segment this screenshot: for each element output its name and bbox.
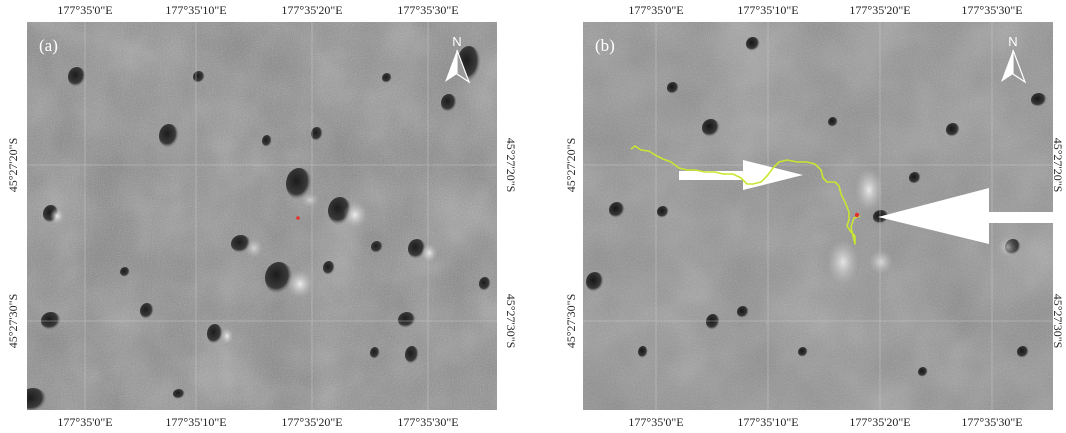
lon-label-bottom: 177°35'10"E xyxy=(165,415,227,429)
lat-label-left: 45°27'20"S xyxy=(564,137,578,193)
crater-field xyxy=(27,46,491,410)
lon-label-top: 177°35'30"E xyxy=(397,3,459,17)
lon-label-bottom: 177°35'30"E xyxy=(961,415,1023,429)
north-arrow-icon: N xyxy=(993,34,1033,86)
lon-label-top: 177°35'0"E xyxy=(628,3,684,17)
lat-label-right: 45°27'30"S xyxy=(1051,293,1065,349)
lon-label-top: 177°35'20"E xyxy=(281,3,343,17)
lat-label-right: 45°27'20"S xyxy=(1051,137,1065,193)
lat-label-left: 45°27'20"S xyxy=(6,137,20,193)
lon-label-bottom: 177°35'20"E xyxy=(281,415,343,429)
lon-label-bottom: 177°35'20"E xyxy=(849,415,911,429)
lat-label-left: 45°27'30"S xyxy=(564,293,578,349)
annotation-arrow-large xyxy=(878,188,1053,244)
lunar-surface-image: (b) N xyxy=(583,22,1053,410)
north-label: N xyxy=(1008,34,1018,49)
map-panel-a: 177°35'0"E 177°35'10"E 177°35'20"E 177°3… xyxy=(6,3,518,429)
graticule xyxy=(27,22,497,410)
lon-label-bottom: 177°35'30"E xyxy=(397,415,459,429)
lon-label-top: 177°35'10"E xyxy=(737,3,799,17)
rover-track xyxy=(630,145,861,245)
landing-site-marker xyxy=(296,216,300,220)
lat-label-right: 45°27'30"S xyxy=(504,293,518,349)
lon-label-bottom: 177°35'0"E xyxy=(628,415,684,429)
lon-label-top: 177°35'20"E xyxy=(849,3,911,17)
lon-label-top: 177°35'0"E xyxy=(57,3,113,17)
north-arrow-icon: N xyxy=(437,34,477,86)
crater-field xyxy=(586,37,1047,377)
lon-label-top: 177°35'10"E xyxy=(165,3,227,17)
annotation-arrow-small xyxy=(679,160,803,190)
landing-site-marker xyxy=(854,212,860,218)
map-panel-b: 177°35'0"E 177°35'10"E 177°35'20"E 177°3… xyxy=(533,0,1066,433)
north-label: N xyxy=(452,34,462,49)
lunar-surface-image: (a) N xyxy=(27,22,497,410)
lon-label-top: 177°35'30"E xyxy=(961,3,1023,17)
panel-label: (b) xyxy=(595,36,615,55)
lat-label-right: 45°27'20"S xyxy=(504,137,518,193)
lon-label-bottom: 177°35'10"E xyxy=(737,415,799,429)
lat-label-left: 45°27'30"S xyxy=(6,293,20,349)
lon-label-bottom: 177°35'0"E xyxy=(57,415,113,429)
panel-label: (a) xyxy=(39,36,58,55)
